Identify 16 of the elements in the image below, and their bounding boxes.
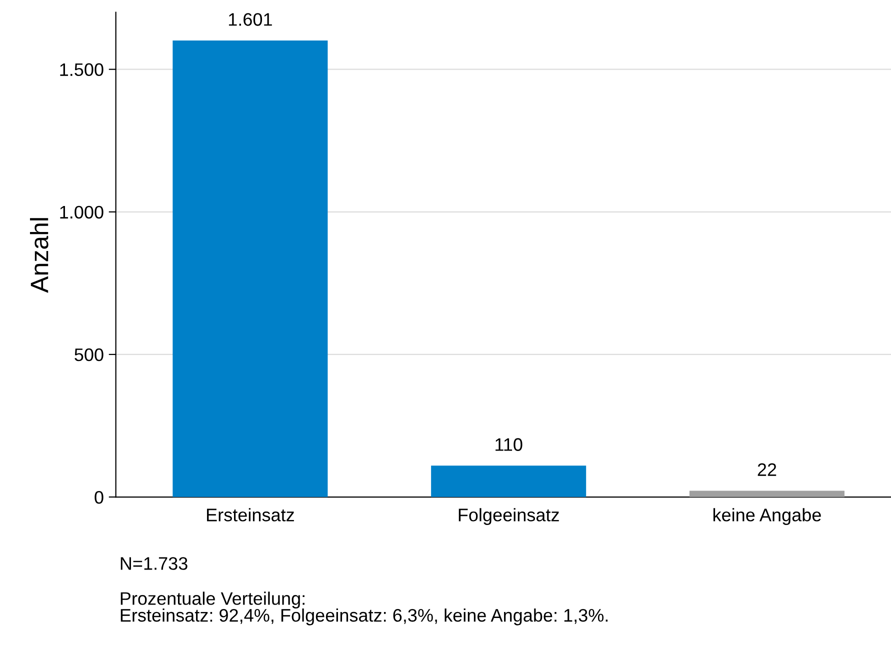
bar <box>431 466 586 498</box>
x-tick-label: Folgeeinsatz <box>458 508 559 525</box>
data-label: 22 <box>758 463 776 476</box>
y-axis-title: Anzahl <box>30 218 48 293</box>
x-tick-label: Ersteinsatz <box>207 508 294 522</box>
y-tick-label: 0 <box>94 490 104 504</box>
data-label: 1.601 <box>228 13 272 26</box>
text: N=1.733 <box>120 557 188 570</box>
x-tick-label: keine Angabe <box>713 508 821 525</box>
y-tick-label: 500 <box>74 348 104 362</box>
text: Prozentuale Verteilung: Ersteinsatz: 92,4%, Folgeeinsatz: 6,3%, keine Angabe: 1,3%. <box>120 592 608 626</box>
bar <box>689 490 844 498</box>
y-tick-label: 1.000 <box>60 206 104 219</box>
data-label: 110 <box>496 438 522 451</box>
bar <box>172 40 328 498</box>
y-tick-label: 1.500 <box>60 63 104 76</box>
